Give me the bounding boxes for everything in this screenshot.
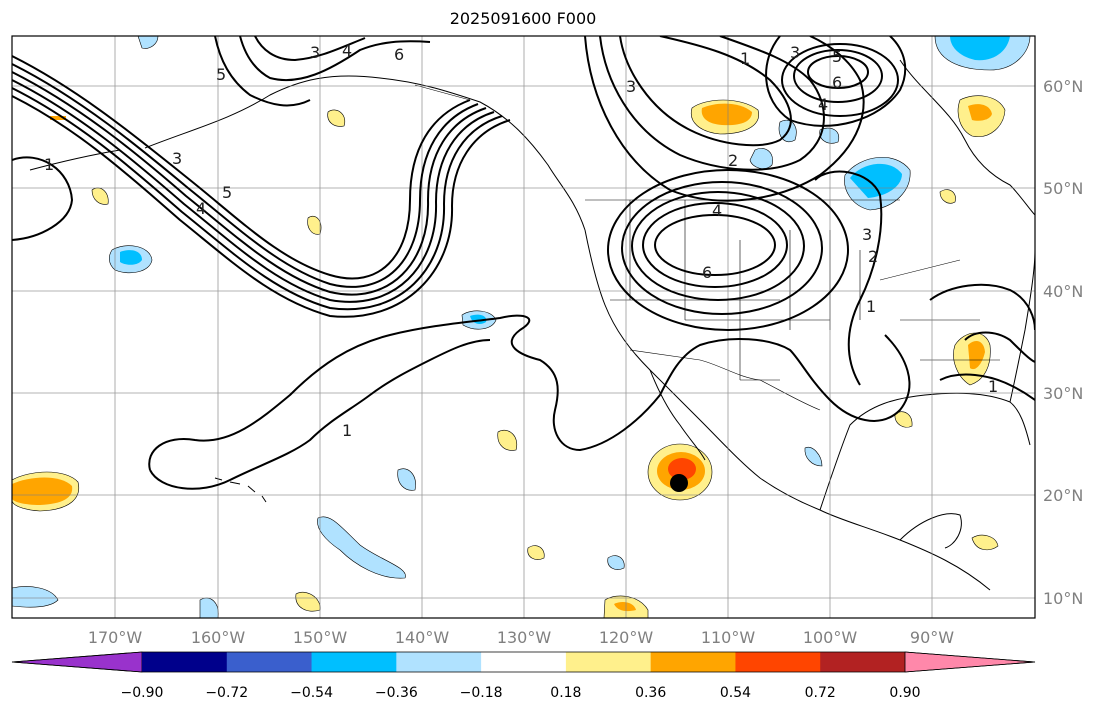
lat-tick-label: 50°N — [1043, 179, 1083, 198]
colorbar-segment — [311, 652, 397, 672]
colorbar-tick-label: 0.36 — [635, 685, 666, 701]
lat-tick-label: 30°N — [1043, 384, 1083, 403]
contour-label: 5 — [832, 47, 842, 66]
political-borders — [414, 84, 1000, 411]
contour-label: 2 — [868, 247, 878, 266]
colorbar-segment — [565, 652, 652, 672]
lon-tick-label: 110°W — [701, 628, 756, 647]
colorbar-segment — [11, 651, 143, 673]
lat-tick-label: 20°N — [1043, 486, 1083, 505]
colorbar-outline — [11, 651, 1036, 673]
contour-label: 2 — [728, 151, 738, 170]
colorbar-tick-label: −0.54 — [290, 685, 333, 701]
colorbar-labels: −0.90 −0.72 −0.54 −0.36 −0.18 0.18 0.36 … — [121, 685, 921, 701]
lon-tick-label: 170°W — [88, 628, 143, 647]
colorbar-segment — [650, 652, 736, 672]
contour-label: 6 — [394, 45, 404, 64]
map-frame — [11, 35, 1036, 619]
lat-tick-label: 40°N — [1043, 282, 1083, 301]
longitude-ticks: 170°W 160°W 150°W 140°W 130°W 120°W 110°… — [88, 628, 954, 647]
colorbar-tick-label: 0.72 — [805, 685, 836, 701]
colorbar-segment — [226, 652, 313, 672]
contour-label: 6 — [702, 263, 712, 282]
contour-label: 1 — [988, 377, 998, 396]
colorbar-tick-label: −0.90 — [121, 685, 164, 701]
colorbar-tick-label: −0.72 — [205, 685, 248, 701]
colorbar-segment — [735, 652, 821, 672]
contour-label: 1 — [866, 297, 876, 316]
lon-tick-label: 130°W — [497, 628, 552, 647]
contour-label: 4 — [712, 201, 722, 220]
lon-tick-label: 120°W — [599, 628, 654, 647]
contour-label: 3 — [862, 225, 872, 244]
contour-label: 1 — [740, 49, 750, 68]
lon-tick-label: 150°W — [293, 628, 348, 647]
contour-label: 5 — [222, 183, 232, 202]
map-title: 2025091600 F000 — [449, 9, 597, 28]
latitude-ticks: 60°N 50°N 40°N 30°N 20°N 10°N — [1043, 77, 1083, 608]
contour-label: 1 — [342, 421, 352, 440]
contour-label: 3 — [310, 43, 320, 62]
colorbar-tick-label: −0.18 — [460, 685, 503, 701]
colorbar-tick-label: 0.90 — [889, 685, 920, 701]
contour-label: 6 — [832, 73, 842, 92]
colorbar-segment — [481, 652, 567, 672]
colorbar-tick-label: 0.18 — [550, 685, 581, 701]
colorbar-segment — [904, 651, 1036, 673]
contour-label: 4 — [818, 95, 828, 114]
lat-tick-label: 10°N — [1043, 589, 1083, 608]
colorbar-tick-label: −0.36 — [375, 685, 418, 701]
contour-label: 3 — [626, 77, 636, 96]
lon-tick-label: 100°W — [803, 628, 858, 647]
anomaly-shading — [12, 36, 1031, 618]
colorbar — [11, 651, 1036, 673]
contour-label: 1 — [44, 155, 54, 174]
lon-tick-label: 90°W — [910, 628, 954, 647]
colorbar-tick-label: 0.54 — [720, 685, 751, 701]
lon-tick-label: 140°W — [395, 628, 450, 647]
colorbar-segment — [820, 652, 906, 672]
storm-center-marker — [670, 474, 688, 492]
contour-label: 4 — [342, 41, 352, 60]
colorbar-segment — [142, 652, 228, 672]
contour-labels: 3 4 6 5 1 3 5 6 4 1 3 2 4 6 3 2 1 1 5 4 … — [44, 41, 998, 440]
contour-label: 3 — [172, 149, 182, 168]
contour-lines — [12, 36, 1035, 490]
contour-label: 3 — [790, 43, 800, 62]
lat-tick-label: 60°N — [1043, 77, 1083, 96]
colorbar-segment — [396, 652, 482, 672]
lon-tick-label: 160°W — [191, 628, 246, 647]
contour-label: 4 — [196, 199, 206, 218]
contour-label: 5 — [216, 65, 226, 84]
coastlines — [29, 59, 1035, 591]
